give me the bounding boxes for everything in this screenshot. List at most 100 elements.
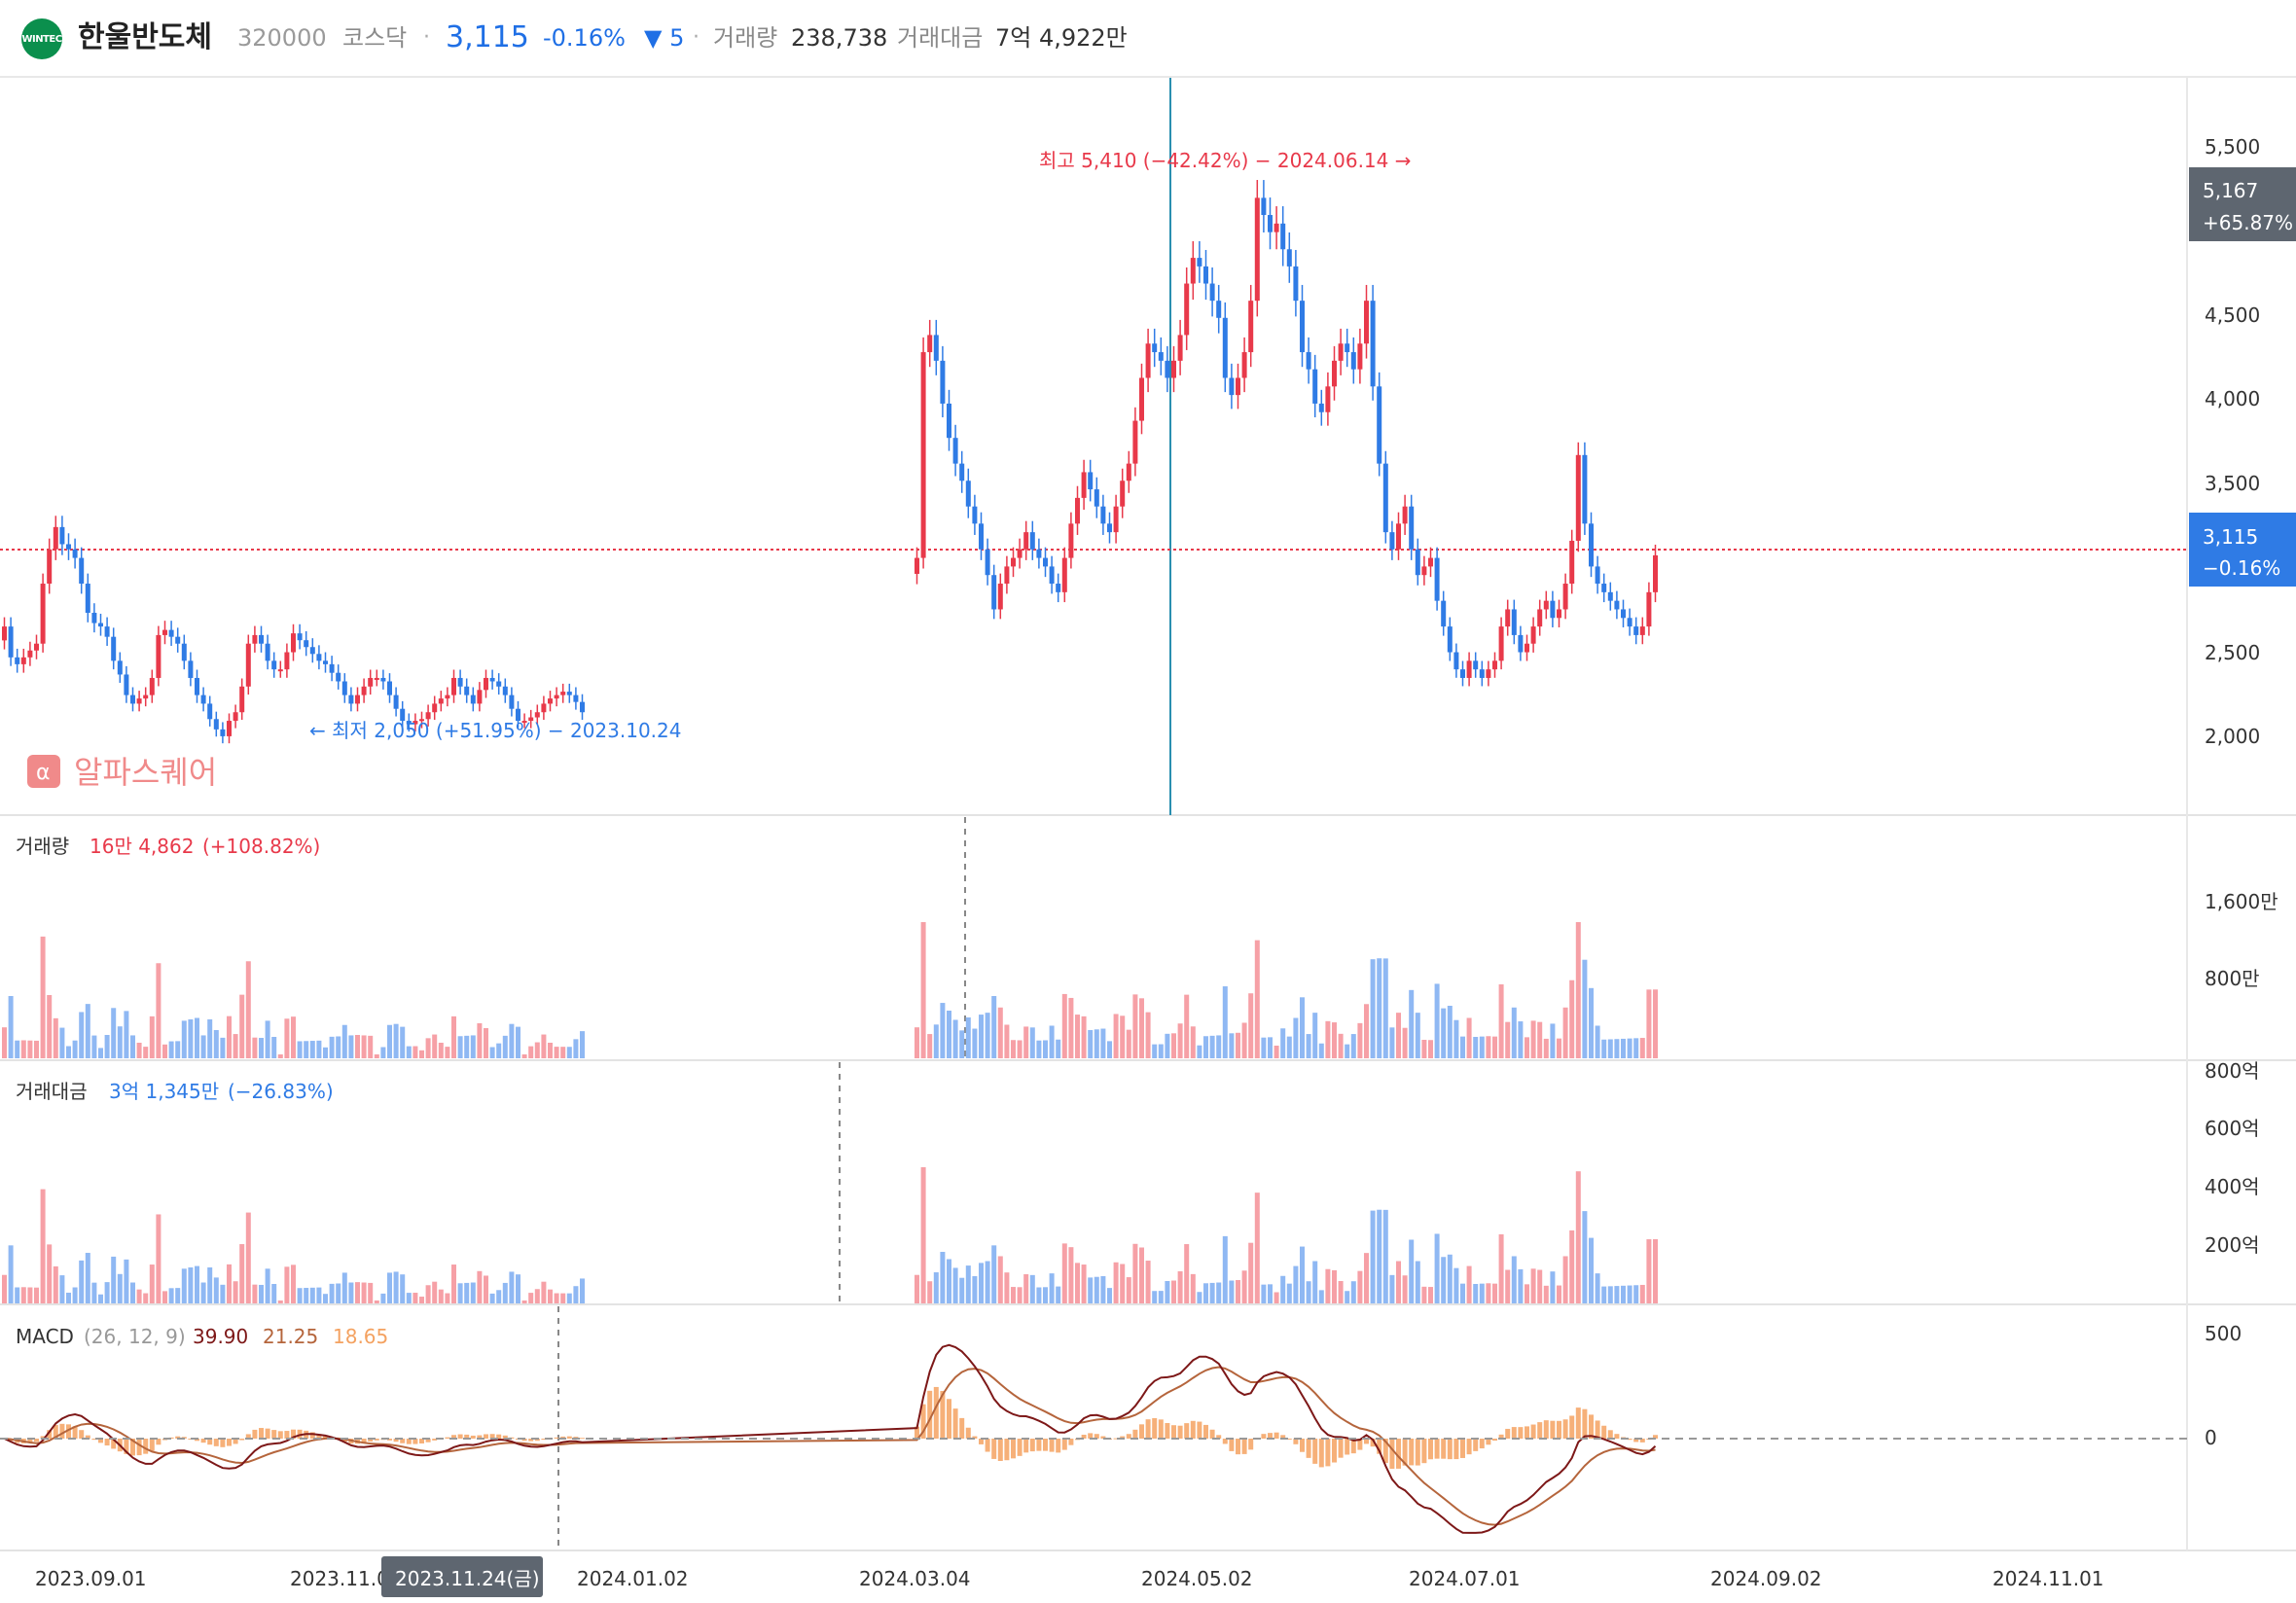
candle-body [79,557,85,585]
amount-bar [297,1288,303,1303]
amount-bar [104,1282,110,1303]
volume-bar [534,1042,540,1058]
candle-body [348,695,354,704]
candle-body [1254,197,1260,302]
candle-body [284,652,290,670]
amount-bar [1633,1285,1639,1303]
candle-body [195,677,199,695]
volume-bar [1011,1040,1016,1058]
volume-bar [361,1035,367,1058]
amount-bar [1248,1242,1254,1303]
volume-tick: 800만 [2205,967,2260,990]
amount-bar [1575,1171,1581,1303]
candle-body [200,695,206,704]
volume-bar [181,1020,187,1058]
candle-body [489,677,495,682]
candle-body [1318,403,1324,412]
amount-bar [316,1287,322,1303]
separator-dot: · [423,25,430,50]
volume-bar [1100,1028,1106,1058]
candle-body [239,686,245,713]
candle-body [1132,420,1138,464]
candle-body [227,721,232,736]
macd-osc-bar [1177,1425,1183,1439]
volume-bar [972,1028,978,1058]
amount-bar [368,1282,374,1303]
svg-text:−0.16%: −0.16% [2203,556,2280,580]
stock-name[interactable]: 한울반도체 [78,20,212,54]
candle-body [1466,660,1472,678]
volume-bar [117,1026,123,1058]
price-tick: 5,500 [2205,135,2260,159]
amount-tick: 600억 [2205,1117,2260,1140]
macd-osc-bar [1479,1439,1485,1449]
volume-bar [573,1039,579,1058]
volume-bar [53,1017,58,1058]
amount-bar [947,1259,951,1303]
candle-body [1505,609,1511,627]
candle-body [1338,343,1344,361]
volume-bar [316,1040,322,1058]
candle-body [1177,335,1183,361]
macd-osc-bar [1357,1439,1363,1450]
macd-osc-bar [1286,1439,1292,1440]
macd-osc-bar [271,1430,277,1439]
macd-osc-bar [72,1426,78,1439]
separator-dot: · [693,25,700,50]
macd-osc-bar [432,1439,438,1441]
volume-bar [1088,1030,1094,1058]
amount-bar [259,1284,264,1303]
volume-bar [1415,1013,1420,1058]
volume-bar [1575,922,1581,1058]
macd-osc-bar [1492,1439,1497,1442]
amount-bar [534,1289,540,1303]
macd-osc-bar [1088,1433,1094,1439]
candle-body [130,695,135,704]
amount-bar [162,1291,167,1303]
volume-bar [1254,940,1260,1058]
volume-bar [20,1040,26,1058]
amount-bar [1479,1283,1485,1303]
macd-osc-bar [220,1439,226,1447]
volume-bar [566,1047,572,1058]
macd-osc-bar [59,1423,65,1439]
candle-body [1209,283,1215,302]
volume-bar [1377,958,1382,1058]
volume-bar [304,1041,309,1058]
candle-body [496,681,502,687]
amount-bar [1627,1285,1632,1303]
low-annotation: ← 최저 2,050 (+51.95%) − 2023.10.24 [309,719,682,742]
amount-bar [1236,1280,1240,1303]
amount-bar [168,1288,174,1303]
macd-osc-bar [1575,1407,1581,1439]
macd-osc-bar [1197,1421,1202,1439]
amount-bar [27,1287,33,1303]
volume-bar [336,1036,341,1058]
macd-osc-bar [400,1439,406,1443]
macd-osc-bar [1550,1420,1556,1439]
macd-osc-bar [245,1434,251,1439]
volume-bar [521,1054,527,1058]
amount-bar [1268,1284,1273,1303]
candle-body [425,712,431,720]
amount-bar [400,1274,406,1303]
volume-bar [413,1046,418,1058]
macd-osc-bar [1280,1435,1286,1439]
macd-osc-bar [323,1436,328,1439]
amount-bar [425,1285,431,1303]
macd-osc-bar [477,1435,483,1439]
candle-body [40,584,46,644]
amount-bar [1094,1276,1099,1303]
candle-body [1562,584,1568,610]
macd-osc-bar [1633,1439,1639,1443]
x-tick: 2024.09.02 [1710,1567,1822,1590]
amount-bar [1350,1281,1356,1303]
candle-body [1061,557,1067,592]
macd-osc-bar [1049,1439,1055,1452]
amount-bar [1466,1265,1472,1303]
macd-osc-bar [997,1439,1003,1461]
amount-bar [329,1283,335,1303]
amount-bar [1209,1282,1215,1303]
amount-bar [1639,1284,1645,1303]
